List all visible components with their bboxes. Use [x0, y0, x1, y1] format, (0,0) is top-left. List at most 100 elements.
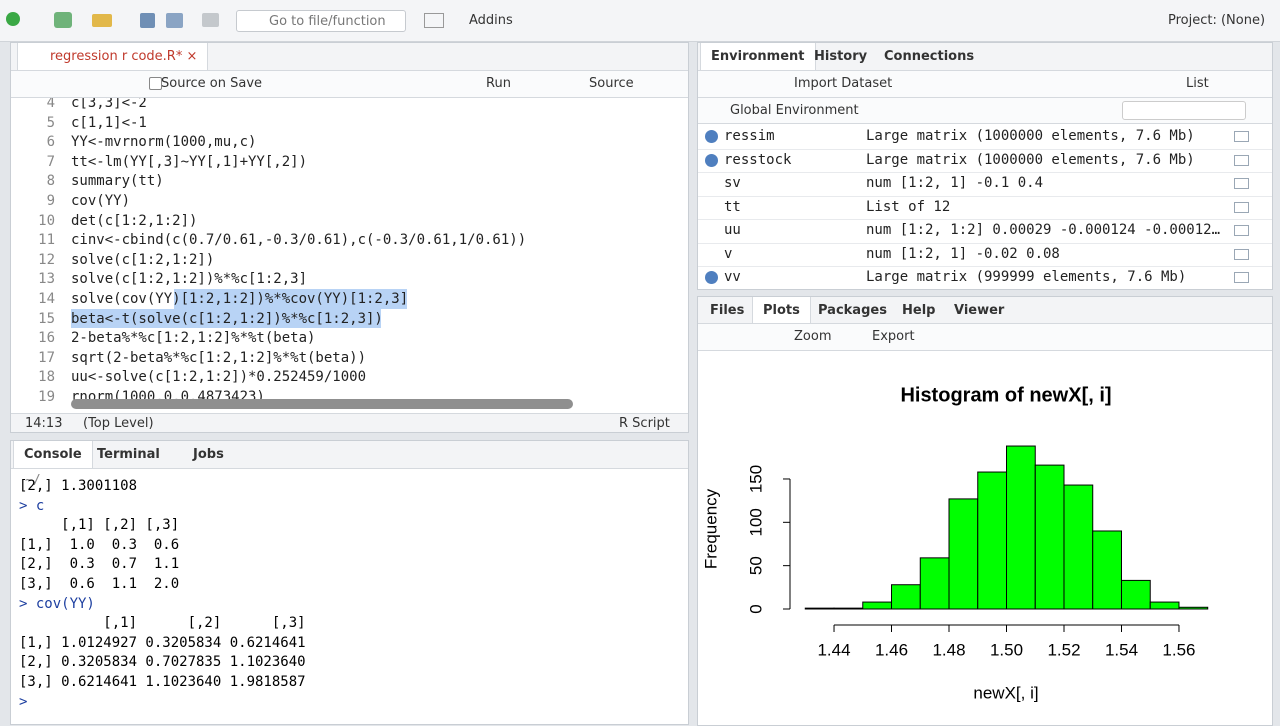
- source-on-save-checkbox[interactable]: [149, 77, 162, 90]
- console-command: > c: [19, 497, 45, 514]
- new-project-icon[interactable]: [54, 12, 72, 28]
- variable-name: uu: [724, 222, 741, 238]
- code-line: cov(YY): [71, 193, 131, 210]
- line-number: 6: [46, 134, 55, 151]
- tab[interactable]: Connections: [884, 49, 975, 64]
- tab[interactable]: Environment: [700, 43, 816, 70]
- histogram-bar: [1149, 601, 1180, 610]
- console-output[interactable]: [2,] 1.3001108 > c [,1] [,2] [,3] [1,] 1.0…: [19, 478, 679, 724]
- search-box[interactable]: [1122, 101, 1246, 120]
- line-number: 4: [46, 98, 55, 112]
- code-line: tt<-lm(YY[,3]~YY[,1]+YY[,2]): [71, 153, 308, 170]
- histogram-bar: [1178, 606, 1209, 610]
- x-tick-label: 1.52: [1047, 640, 1080, 659]
- open-icon[interactable]: [92, 14, 112, 27]
- grid-icon[interactable]: [424, 13, 444, 28]
- histogram-bar: [862, 601, 893, 610]
- editor-tab[interactable]: regression r code.R* ×: [17, 43, 209, 70]
- code-line: YY<-mvrnorm(1000,mu,c): [71, 134, 257, 151]
- histogram-bar: [833, 607, 864, 610]
- variable-name: vv: [724, 269, 741, 285]
- run-button[interactable]: Run: [486, 76, 511, 91]
- variable-name: resstock: [724, 151, 792, 168]
- view-icon: [1234, 154, 1249, 166]
- code-line: sqrt(2-beta%*%c[1:2,1:2]%*%t(beta)): [71, 349, 367, 366]
- y-tick-label: 50: [746, 556, 765, 575]
- console-output-line: [3,] 0.6214641 1.1023640 1.9818587: [19, 674, 306, 690]
- console-output-line: [3,] 0.6 1.1 2.0: [19, 576, 180, 592]
- environment-row[interactable]: v num [1:2, 1] -0.02 0.08: [698, 243, 1272, 267]
- expand-icon: [705, 153, 718, 167]
- code-line: c[1,1]<-1: [71, 114, 147, 131]
- chart-title: Histogram of newX[, i]: [900, 384, 1111, 406]
- x-tick-label: 1.56: [1162, 640, 1195, 659]
- tab[interactable]: Packages: [818, 303, 887, 318]
- code-line: solve(c[1:2,1:2])%*%c[1:2,3]: [71, 271, 308, 288]
- source-on-save-label[interactable]: Source on Save: [161, 76, 263, 91]
- source-button[interactable]: Source: [589, 76, 634, 91]
- scope[interactable]: (Top Level): [83, 416, 154, 431]
- file-type[interactable]: R Script: [619, 416, 670, 431]
- view-icon: [1234, 225, 1249, 236]
- editor-tabs: regression r code.R* ×: [11, 43, 688, 71]
- console-output-line: [2,] 1.3001108: [19, 478, 138, 494]
- line-number: 8: [46, 173, 55, 190]
- line-number: 14: [38, 291, 55, 308]
- h-scrollbar[interactable]: [71, 399, 573, 409]
- plots-tabs: Files Plots Packages Help Viewer: [698, 297, 1272, 324]
- new-file-icon[interactable]: [6, 12, 20, 26]
- code-area[interactable]: 4 c[3,3]<-2 5 c[1,1]<-1 6 YY<-mvrnorm(1000,mu…: [11, 98, 688, 414]
- goto-box[interactable]: Go to file/function: [236, 10, 406, 32]
- console-command: >: [19, 693, 28, 710]
- environment-row[interactable]: tt List of 12: [698, 196, 1272, 220]
- environment-row[interactable]: sv num [1:2, 1] -0.1 0.4: [698, 172, 1272, 197]
- line-number: 19: [38, 389, 55, 406]
- export-button[interactable]: Export: [872, 329, 915, 344]
- tab[interactable]: Files: [710, 303, 745, 318]
- environment-toolbar: Import Dataset List: [698, 71, 1272, 98]
- import-dataset[interactable]: Import Dataset: [794, 76, 893, 91]
- save-icon[interactable]: [140, 13, 155, 28]
- selection: [71, 308, 381, 329]
- expand-icon: [705, 130, 718, 143]
- x-tick-label: 1.46: [875, 640, 908, 659]
- tab[interactable]: Jobs: [193, 447, 224, 462]
- environment-row[interactable]: ressim Large matrix (1000000 elements, 7.…: [698, 125, 1272, 150]
- environment-row[interactable]: resstock Large matrix (1000000 elements, …: [698, 149, 1272, 173]
- save-all-icon[interactable]: [166, 13, 183, 28]
- plots-toolbar: Zoom Export: [698, 324, 1272, 351]
- project-menu[interactable]: Project: (None): [1168, 13, 1266, 28]
- zoom-button[interactable]: Zoom: [794, 329, 832, 344]
- variable-name: ressim: [724, 128, 775, 144]
- view-menu[interactable]: List: [1186, 76, 1209, 91]
- variable-name: v: [724, 245, 733, 262]
- variable-name: sv: [724, 175, 741, 191]
- code-line: summary(tt): [71, 173, 164, 190]
- tab[interactable]: Terminal: [97, 447, 160, 462]
- tab[interactable]: History: [814, 49, 868, 64]
- y-tick-label: 100: [746, 508, 765, 536]
- tab[interactable]: Help: [902, 303, 936, 318]
- code-line: det(c[1:2,1:2]): [71, 212, 198, 229]
- console-output-line: [1,] 1.0124927 0.3205834 0.6214641: [19, 634, 306, 651]
- line-number: 11: [38, 232, 55, 249]
- tab[interactable]: Console: [13, 441, 93, 468]
- tab[interactable]: Plots: [752, 297, 811, 323]
- line-number: 13: [38, 271, 55, 288]
- environment-list: ressim Large matrix (1000000 elements, 7.…: [698, 125, 1272, 289]
- console-output-line: [,1] [,2] [,3]: [19, 615, 306, 632]
- print-icon[interactable]: [202, 13, 219, 27]
- code-line: cinv<-cbind(c(0.7/0.61,-0.3/0.61),c(-0.3…: [71, 232, 527, 249]
- line-number: 18: [38, 369, 55, 386]
- global-environment[interactable]: Global Environment: [730, 103, 859, 118]
- environment-row[interactable]: uu num [1:2, 1:2] 0.00029 -0.000124 -0.00…: [698, 219, 1272, 244]
- environment-row[interactable]: vv Large matrix (999999 elements, 7.6 Mb): [698, 266, 1272, 289]
- selection: [174, 289, 407, 309]
- addins-menu[interactable]: Addins: [469, 13, 513, 28]
- editor-tab-label: regression r code.R*: [50, 49, 183, 64]
- console-pane: Console Terminal Jobs ~/ [2,] 1.3001108 > c…: [10, 440, 689, 725]
- code-line: beta<-t(solve(c[1:2,1:2])%*%c[1:2,3]): [71, 310, 383, 327]
- expand-icon: [705, 271, 718, 284]
- tab[interactable]: Viewer: [954, 303, 1005, 318]
